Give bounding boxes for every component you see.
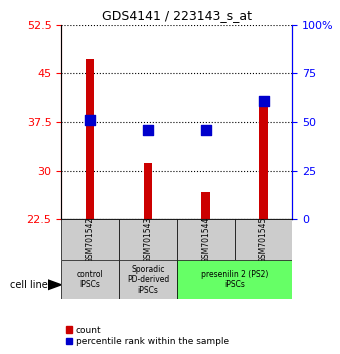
Point [261,98,266,103]
Bar [177,260,292,299]
Bar [61,260,119,299]
Text: GSM701543: GSM701543 [143,217,152,263]
Text: Sporadic
PD-derived
iPSCs: Sporadic PD-derived iPSCs [127,265,169,295]
Point [145,127,151,133]
Title: GDS4141 / 223143_s_at: GDS4141 / 223143_s_at [102,9,252,22]
Point [87,118,93,123]
Text: GSM701544: GSM701544 [201,217,210,263]
Text: GSM701542: GSM701542 [86,217,95,263]
Text: control
IPSCs: control IPSCs [77,270,103,289]
Text: presenilin 2 (PS2)
iPSCs: presenilin 2 (PS2) iPSCs [201,270,268,289]
Bar [119,260,177,299]
Bar [235,219,292,260]
Bar [143,163,152,219]
Text: GSM701545: GSM701545 [259,217,268,263]
Bar [86,58,95,219]
Bar [61,219,119,260]
Point [203,127,208,133]
Legend: count, percentile rank within the sample: count, percentile rank within the sample [66,326,229,346]
Bar [119,219,177,260]
Bar [259,96,268,219]
Text: cell line: cell line [10,280,48,290]
Bar [177,219,235,260]
Bar [201,192,210,219]
Polygon shape [48,280,61,290]
